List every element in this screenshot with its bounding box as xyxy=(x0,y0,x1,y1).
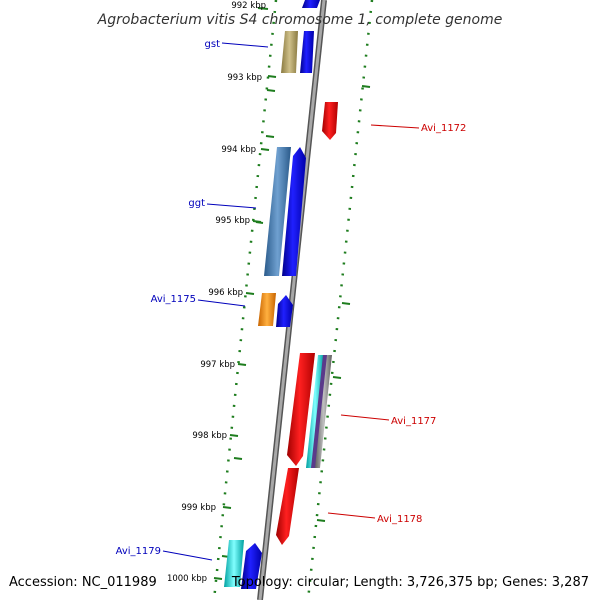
gst-cds[interactable] xyxy=(281,31,298,73)
tick-label: 1000 kbp xyxy=(167,574,207,584)
feature-band[interactable] xyxy=(311,355,328,468)
genome-title: Agrobacterium vitis S4 chromosome 1, com… xyxy=(97,12,503,28)
forward-cds[interactable] xyxy=(241,543,262,589)
feature-band[interactable] xyxy=(306,355,324,468)
forward-cds[interactable] xyxy=(282,147,306,276)
reverse-strand-features xyxy=(276,102,338,545)
avi1178-cds[interactable] xyxy=(276,468,299,545)
left-gene-callouts: gst ggt Avi_1175 Avi_1179 xyxy=(116,39,269,561)
gene-label-avi1172[interactable]: Avi_1172 xyxy=(421,123,466,134)
ggt-cds[interactable] xyxy=(264,147,291,276)
forward-cds[interactable] xyxy=(300,31,314,73)
gene-label-ggt[interactable]: ggt xyxy=(188,198,205,209)
forward-cds[interactable] xyxy=(302,0,320,8)
kbp-tick-marks xyxy=(213,7,277,580)
tick-label: 996 kbp xyxy=(208,288,243,298)
tick-label: 995 kbp xyxy=(215,216,250,226)
gene-label-avi1178[interactable]: Avi_1178 xyxy=(377,514,422,525)
feature-band[interactable] xyxy=(315,355,332,468)
gene-label-avi1179[interactable]: Avi_1179 xyxy=(116,546,161,557)
genome-backbone xyxy=(257,0,327,600)
forward-strand-features xyxy=(241,0,320,589)
gene-label-avi1177[interactable]: Avi_1177 xyxy=(391,416,436,427)
avi1179-cds[interactable] xyxy=(224,540,244,587)
tick-label: 999 kbp xyxy=(181,503,216,513)
accession-text: Accession: NC_011989 xyxy=(9,575,157,590)
right-gene-callouts: Avi_1172 Avi_1177 Avi_1178 xyxy=(327,123,466,525)
avi1177-cds[interactable] xyxy=(287,353,315,466)
kbp-labels: 992 kbp 993 kbp 994 kbp 995 kbp 996 kbp … xyxy=(167,1,266,584)
avi1172-cds[interactable] xyxy=(322,102,338,140)
gene-label-gst[interactable]: gst xyxy=(205,39,221,50)
gene-label-avi1175[interactable]: Avi_1175 xyxy=(151,294,196,305)
genome-summary-text: Topology: circular; Length: 3,726,375 bp… xyxy=(231,575,589,590)
tick-label: 992 kbp xyxy=(231,1,266,11)
forward-cds[interactable] xyxy=(276,295,293,327)
tick-label: 998 kbp xyxy=(192,431,227,441)
tick-label: 993 kbp xyxy=(227,73,262,83)
annotated-features xyxy=(224,31,298,587)
tick-label: 994 kbp xyxy=(221,145,256,155)
avi1175-cds[interactable] xyxy=(258,293,276,326)
tick-label: 997 kbp xyxy=(200,360,235,370)
